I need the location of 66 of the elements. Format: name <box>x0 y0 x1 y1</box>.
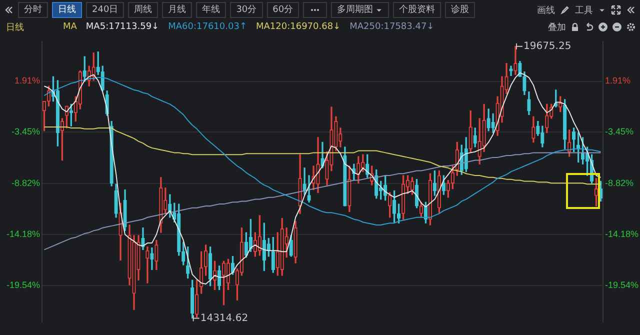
candlestick <box>132 235 136 310</box>
candlestick <box>114 184 118 218</box>
text: MA60:17610.03↑ <box>168 22 247 32</box>
candlestick <box>159 177 163 233</box>
candlestick <box>419 202 424 218</box>
text: MA120:16970.68↓ <box>256 22 341 32</box>
y-tick-label: -3.45% <box>11 126 40 137</box>
candlestick <box>123 189 127 232</box>
y-tick-label: 1.91% <box>14 76 40 86</box>
candlestick <box>208 246 212 286</box>
y-tick-label: -14.18% <box>6 228 40 239</box>
text: 多周期图 <box>337 4 374 17</box>
annotation: 19675.25 <box>523 40 572 52</box>
text: 诊股 <box>451 4 470 17</box>
y-tick-label: -8.82% <box>11 178 40 188</box>
candlestick <box>150 247 154 270</box>
y2-tick-label: 1.91% <box>605 76 631 86</box>
text: MA250:17583.47↓ <box>350 22 434 32</box>
candlestick <box>307 175 311 202</box>
y2-tick-label: -19.54% <box>605 280 639 290</box>
text: 月线 <box>168 4 186 17</box>
text: 240日 <box>92 4 118 17</box>
text: 年线 <box>202 4 220 17</box>
text: 日线 <box>58 4 76 17</box>
y-tick-label: -19.54% <box>6 280 40 290</box>
candlestick <box>558 96 562 112</box>
candlestick <box>491 113 495 134</box>
text: 30分 <box>236 4 257 17</box>
candlestick <box>594 178 598 206</box>
candlestick <box>509 66 513 76</box>
candlestick <box>388 192 392 218</box>
candlestick <box>576 132 580 163</box>
candlestick <box>532 116 536 143</box>
candlestick <box>522 72 526 95</box>
candlestick <box>222 260 226 306</box>
text: 分时 <box>24 4 42 17</box>
candlestick <box>348 166 352 212</box>
candlestick <box>294 220 298 264</box>
candlestick <box>298 154 302 214</box>
chart-subtitle: 日线 <box>6 22 24 34</box>
candlestick <box>302 168 306 195</box>
candlestick <box>545 104 549 134</box>
legend-title: MA <box>63 22 77 32</box>
candlestick <box>482 104 486 152</box>
text: 周线 <box>134 4 152 17</box>
candlestick <box>396 204 401 224</box>
candlestick <box>316 137 320 193</box>
text: 工具 <box>575 4 593 16</box>
candlestick <box>154 240 158 270</box>
candlestick <box>343 146 347 206</box>
candlestick <box>527 91 531 115</box>
text: 画线 <box>537 4 555 16</box>
candlestick <box>190 280 194 319</box>
y2-tick-label: -3.45% <box>605 126 634 137</box>
candlestick <box>518 61 522 77</box>
candlestick <box>468 110 472 154</box>
candlestick <box>82 56 86 82</box>
annotation: 14314.62 <box>200 312 248 324</box>
y2-tick-label: -14.18% <box>605 228 639 239</box>
candlestick <box>146 246 150 284</box>
text: 叠加 <box>548 22 566 34</box>
y2-tick-label: -8.82% <box>605 178 634 188</box>
text: 60分 <box>272 4 294 17</box>
text: 个股资料 <box>399 4 436 17</box>
candlestick <box>514 46 518 76</box>
text: MA5:17113.59↓ <box>86 22 160 32</box>
